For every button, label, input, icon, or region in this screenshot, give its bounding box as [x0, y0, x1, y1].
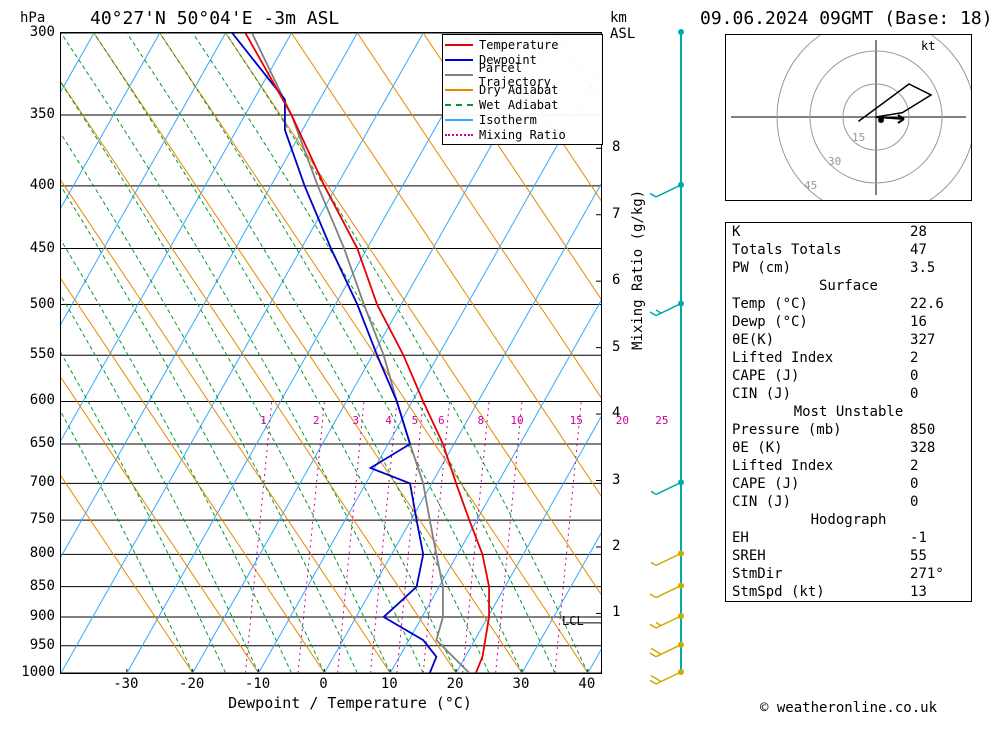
index-row: PW (cm)3.5: [726, 259, 971, 277]
index-row: Pressure (mb)850: [726, 421, 971, 439]
svg-text:kt: kt: [921, 39, 935, 53]
datetime-title: 09.06.2024 09GMT (Base: 18): [700, 8, 993, 29]
svg-text:15: 15: [852, 131, 865, 144]
asl-label: ASL: [610, 26, 635, 42]
pressure-tick: 800: [5, 545, 55, 561]
temp-tick: -30: [106, 676, 146, 692]
mixing-ratio-value: 8: [477, 414, 484, 427]
pressure-tick: 500: [5, 296, 55, 312]
index-row: StmDir271°: [726, 565, 971, 583]
mixing-ratio-value: 15: [570, 414, 583, 427]
mixing-ratio-value: 4: [385, 414, 392, 427]
pressure-tick: 700: [5, 474, 55, 490]
pressure-tick: 300: [5, 24, 55, 40]
km-axis-label: km: [610, 10, 627, 26]
pressure-tick: 550: [5, 346, 55, 362]
index-row: Lifted Index2: [726, 457, 971, 475]
mixing-ratio-value: 2: [313, 414, 320, 427]
index-row: EH-1: [726, 529, 971, 547]
pressure-tick: 750: [5, 511, 55, 527]
index-row: Lifted Index2: [726, 349, 971, 367]
index-row: SREH55: [726, 547, 971, 565]
legend-item: Isotherm: [445, 112, 600, 127]
pressure-tick: 600: [5, 392, 55, 408]
index-row: Temp (°C)22.6: [726, 295, 971, 313]
section-header: Most Unstable: [726, 403, 971, 421]
legend-item: Wet Adiabat: [445, 97, 600, 112]
section-header: Hodograph: [726, 511, 971, 529]
wind-barbs: [650, 20, 710, 700]
temp-tick: -20: [172, 676, 212, 692]
mixing-ratio-value: 25: [655, 414, 668, 427]
temp-tick: -10: [238, 676, 278, 692]
lcl-label: LCL: [562, 614, 584, 628]
index-row: CAPE (J)0: [726, 475, 971, 493]
temp-tick: 10: [369, 676, 409, 692]
x-axis-label: Dewpoint / Temperature (°C): [200, 694, 500, 712]
pressure-tick: 850: [5, 578, 55, 594]
legend-item: Temperature: [445, 37, 600, 52]
temp-tick: 20: [435, 676, 475, 692]
index-row: K28: [726, 223, 971, 241]
pressure-tick: 950: [5, 637, 55, 653]
location-title: 40°27'N 50°04'E -3m ASL: [90, 8, 339, 29]
temp-tick: 30: [501, 676, 541, 692]
pressure-tick: 450: [5, 240, 55, 256]
index-row: Dewp (°C)16: [726, 313, 971, 331]
mixing-ratio-value: 5: [412, 414, 419, 427]
index-row: CIN (J)0: [726, 493, 971, 511]
temp-tick: 40: [567, 676, 607, 692]
height-tick: 6: [612, 272, 620, 288]
pressure-tick: 900: [5, 608, 55, 624]
mixing-ratio-value: 10: [510, 414, 523, 427]
mixing-ratio-label: Mixing Ratio (g/kg): [630, 190, 646, 350]
height-tick: 3: [612, 472, 620, 488]
index-row: θE (K)328: [726, 439, 971, 457]
mixing-ratio-value: 6: [438, 414, 445, 427]
index-row: StmSpd (kt)13: [726, 583, 971, 601]
height-tick: 8: [612, 139, 620, 155]
chart-legend: TemperatureDewpointParcel TrajectoryDry …: [442, 34, 603, 145]
index-row: CIN (J)0: [726, 385, 971, 403]
height-tick: 1: [612, 604, 620, 620]
section-header: Surface: [726, 277, 971, 295]
index-row: Totals Totals47: [726, 241, 971, 259]
mixing-ratio-value: 20: [616, 414, 629, 427]
legend-item: Parcel Trajectory: [445, 67, 600, 82]
height-tick: 7: [612, 206, 620, 222]
temp-tick: 0: [303, 676, 343, 692]
svg-text:30: 30: [828, 155, 841, 168]
indices-table: K28Totals Totals47PW (cm)3.5SurfaceTemp …: [725, 222, 972, 602]
svg-text:45: 45: [804, 179, 817, 192]
legend-item: Mixing Ratio: [445, 127, 600, 142]
pressure-tick: 1000: [5, 664, 55, 680]
pressure-tick: 650: [5, 435, 55, 451]
hodograph-panel: 15 30 45 kt: [725, 34, 972, 201]
pressure-tick: 400: [5, 177, 55, 193]
copyright-label: © weatheronline.co.uk: [760, 700, 937, 716]
mixing-ratio-value: 3: [352, 414, 359, 427]
pressure-tick: 350: [5, 106, 55, 122]
height-tick: 2: [612, 538, 620, 554]
mixing-ratio-value: 1: [260, 414, 267, 427]
index-row: CAPE (J)0: [726, 367, 971, 385]
index-row: θE(K)327: [726, 331, 971, 349]
height-tick: 5: [612, 339, 620, 355]
